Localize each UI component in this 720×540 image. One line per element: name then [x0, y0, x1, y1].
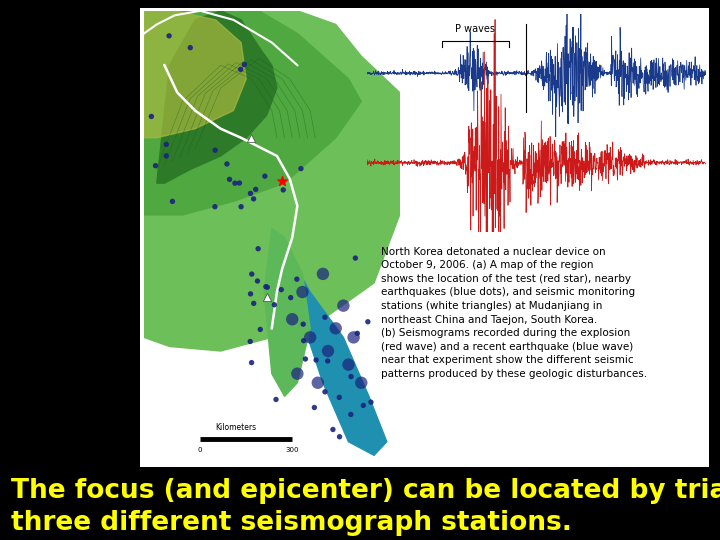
Polygon shape	[264, 228, 310, 396]
Point	[145, 112, 157, 121]
Point	[356, 379, 367, 387]
Point	[330, 324, 341, 333]
Point	[246, 359, 257, 367]
Point	[250, 185, 261, 194]
Point	[224, 175, 235, 184]
Point	[350, 254, 361, 262]
Point	[310, 356, 322, 364]
Point	[365, 398, 377, 407]
Point	[305, 333, 316, 342]
Point	[343, 360, 354, 369]
Point	[309, 403, 320, 412]
Point	[358, 401, 369, 410]
Polygon shape	[144, 11, 246, 138]
Point	[269, 300, 280, 309]
Text: Longitude: Longitude	[251, 514, 293, 523]
Point	[362, 318, 374, 326]
Point	[259, 172, 271, 180]
Point	[238, 60, 250, 69]
Point	[292, 369, 303, 378]
Point	[163, 31, 175, 40]
Point	[161, 140, 172, 149]
Point	[221, 160, 233, 168]
Point	[248, 299, 259, 308]
Point	[351, 329, 363, 338]
Point	[167, 197, 179, 206]
Point	[270, 395, 282, 404]
Point	[291, 275, 302, 284]
Point	[312, 379, 323, 387]
Point	[246, 133, 257, 142]
Point	[235, 65, 246, 73]
Point	[298, 336, 310, 345]
Point	[261, 292, 272, 301]
Point	[319, 313, 330, 321]
Text: 35°: 35°	[109, 347, 124, 355]
Text: 0: 0	[198, 447, 202, 453]
Point	[209, 202, 220, 211]
Point	[253, 245, 264, 253]
Point	[348, 333, 359, 342]
Text: 40°: 40°	[109, 224, 124, 233]
Point	[319, 388, 330, 396]
Point	[234, 179, 246, 187]
Text: Latitude: Latitude	[94, 220, 102, 255]
Polygon shape	[144, 11, 361, 215]
Point	[297, 288, 308, 296]
Polygon shape	[292, 260, 387, 455]
Point	[323, 347, 334, 355]
Point	[229, 179, 240, 187]
Bar	[140, 8, 709, 467]
Point	[333, 393, 345, 402]
Point	[245, 189, 256, 198]
Point	[327, 425, 338, 434]
Text: Kilometers: Kilometers	[215, 423, 256, 433]
Point	[338, 301, 349, 310]
Point	[261, 283, 273, 292]
Text: three different seismograph stations.: three different seismograph stations.	[11, 510, 572, 536]
Point	[150, 161, 161, 170]
Point	[210, 146, 221, 154]
Text: P waves: P waves	[456, 24, 495, 35]
Point	[244, 337, 256, 346]
Point	[295, 164, 307, 173]
Text: 45°: 45°	[109, 106, 124, 115]
Text: 125°: 125°	[292, 489, 312, 498]
Point	[260, 282, 271, 291]
Point	[276, 285, 287, 294]
Polygon shape	[157, 11, 277, 183]
Text: 300: 300	[286, 447, 299, 453]
Point	[300, 355, 311, 363]
Point	[184, 43, 196, 52]
Point	[287, 315, 298, 323]
Point	[254, 325, 266, 334]
Point	[334, 433, 346, 441]
Point	[346, 372, 357, 381]
Text: North Korea detonated a nuclear device on
October 9, 2006. (a) A map of the regi: North Korea detonated a nuclear device o…	[381, 247, 647, 379]
Point	[322, 356, 333, 365]
Polygon shape	[144, 11, 400, 351]
Point	[277, 186, 289, 194]
Point	[345, 410, 356, 418]
Point	[235, 202, 247, 211]
Text: 120°: 120°	[223, 489, 243, 498]
Text: 115°: 115°	[155, 489, 174, 498]
Point	[318, 269, 329, 278]
Text: The focus (and epicenter) can be located by triangulation using: The focus (and epicenter) can be located…	[11, 478, 720, 504]
Point	[248, 194, 259, 203]
Text: 130°: 130°	[364, 489, 384, 498]
Point	[252, 276, 264, 285]
Point	[161, 152, 172, 160]
Point	[276, 177, 288, 185]
Point	[246, 270, 258, 279]
Point	[297, 320, 309, 328]
Point	[285, 293, 297, 302]
Point	[245, 289, 256, 298]
